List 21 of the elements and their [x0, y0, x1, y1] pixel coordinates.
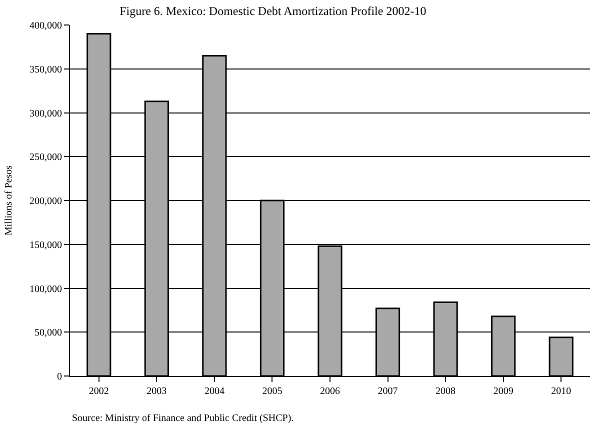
y-tick-label: 400,000 — [30, 20, 62, 32]
source-note: Source: Ministry of Finance and Public Credit (SHCP). — [72, 413, 294, 424]
x-tick-label: 2009 — [493, 386, 514, 397]
y-tick-label: 0 — [57, 372, 62, 382]
chart-title: Figure 6. Mexico: Domestic Debt Amortization Profile 2002-10 — [120, 4, 426, 18]
x-tick-label: 2005 — [262, 386, 282, 397]
y-tick-label: 150,000 — [30, 240, 62, 251]
y-tick-label: 250,000 — [30, 152, 62, 164]
y-tick-label: 350,000 — [30, 64, 62, 76]
x-tick-label: 2010 — [551, 386, 572, 397]
y-tick-label: 50,000 — [34, 328, 62, 339]
y-tick-label: 300,000 — [30, 108, 62, 120]
y-tick-label: 200,000 — [30, 196, 62, 207]
x-tick-label: 2008 — [436, 386, 456, 397]
x-tick-label: 2003 — [146, 386, 167, 397]
x-tick-label: 2002 — [88, 386, 109, 397]
x-tick-label: 2004 — [204, 386, 224, 397]
x-tick-label: 2006 — [320, 386, 340, 397]
y-axis-title: Millions of Pesos — [4, 165, 14, 236]
x-tick-label: 2007 — [378, 386, 398, 397]
y-tick-label: 100,000 — [30, 284, 62, 295]
